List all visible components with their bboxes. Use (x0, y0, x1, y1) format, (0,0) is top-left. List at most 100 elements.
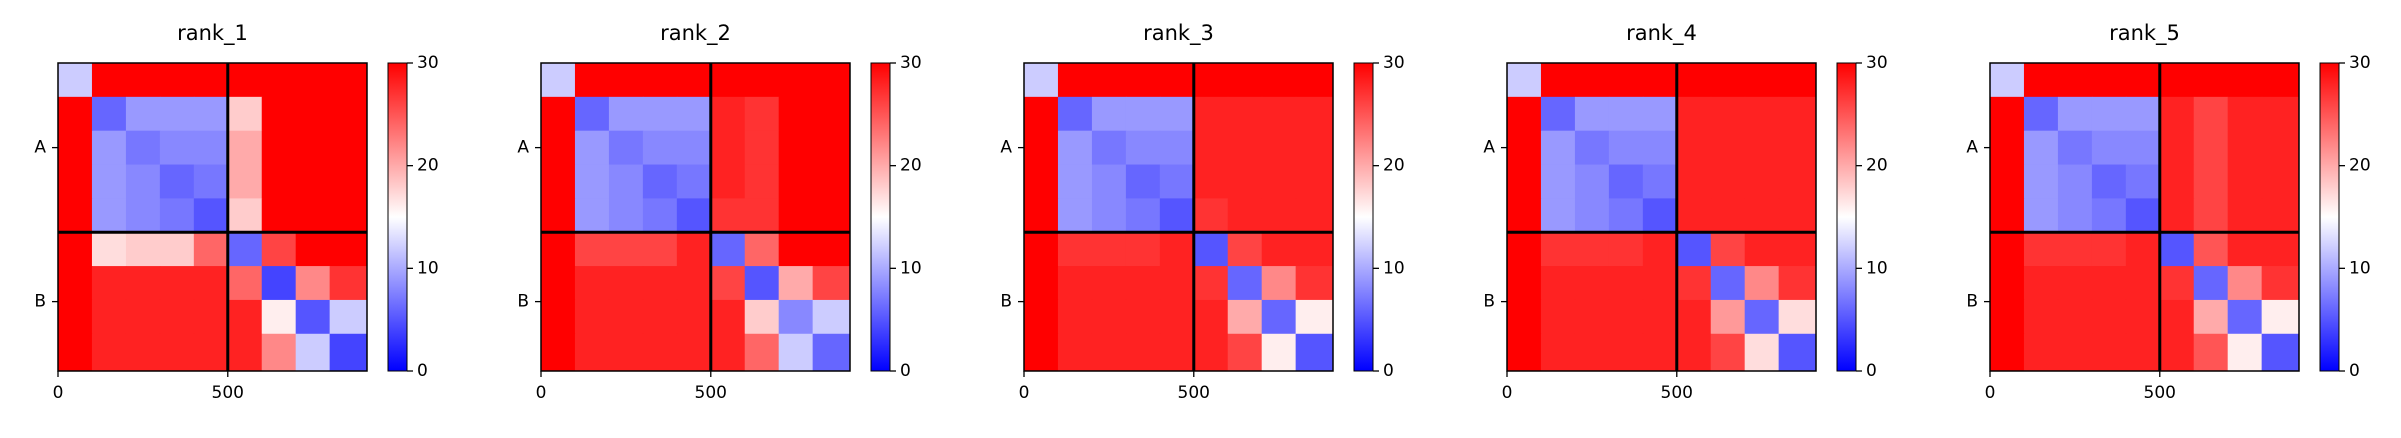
heat-cell (1990, 198, 2025, 233)
colorbar-tick-label: 30 (2349, 53, 2371, 73)
heat-cell (1295, 266, 1334, 301)
heat-cell (642, 266, 678, 301)
heat-cell (329, 232, 368, 267)
heat-cell (1193, 96, 1229, 132)
heat-cell (1159, 333, 1195, 372)
heat-cell (329, 198, 368, 233)
heat-cell (2261, 198, 2300, 233)
colorbar-tick-label: 10 (1383, 258, 1405, 278)
heat-cell (1024, 333, 1059, 372)
heat-cell (58, 333, 93, 372)
heat-cell (778, 96, 814, 132)
heat-cell (812, 299, 851, 335)
heat-cell (1507, 63, 1542, 98)
heat-cell (642, 333, 678, 372)
heat-cell (608, 198, 644, 233)
heat-cell (812, 333, 851, 372)
panel-title: rank_4 (1626, 21, 1697, 46)
heat-cell (1990, 164, 2025, 199)
heat-cell (642, 96, 678, 132)
x-tick-label: 0 (53, 383, 64, 403)
heat-cell (91, 198, 127, 233)
heat-cell (1091, 232, 1127, 267)
heat-cell (608, 232, 644, 267)
heat-cell (1193, 198, 1229, 233)
heat-cell (159, 63, 195, 98)
heat-cell (1227, 130, 1263, 166)
heat-cell (91, 299, 127, 335)
heat-cell (1193, 130, 1229, 166)
heat-cell (1057, 232, 1093, 267)
heat-cell (2159, 333, 2195, 372)
x-tick-label: 0 (1502, 383, 1513, 403)
heat-cell (1159, 130, 1195, 166)
heat-cell (1574, 164, 1610, 199)
heat-cell (58, 232, 93, 267)
heat-cell (58, 164, 93, 199)
heat-cell (1125, 232, 1161, 267)
heat-cell (1676, 232, 1712, 267)
x-tick-label: 500 (212, 383, 244, 403)
heat-cell (91, 266, 127, 301)
colorbar (1836, 62, 1857, 372)
heat-cell (1507, 96, 1542, 132)
heat-cell (1744, 333, 1780, 372)
heat-cell (2091, 130, 2127, 166)
x-tick-label: 500 (1661, 383, 1693, 403)
colorbar-tick-label: 20 (1866, 156, 1888, 176)
heat-cell (1261, 333, 1297, 372)
heat-cell (2193, 96, 2229, 132)
heat-cell (125, 299, 161, 335)
heat-cell (1024, 164, 1059, 199)
heat-cell (91, 63, 127, 98)
heat-cell (1507, 198, 1542, 233)
heat-cell (261, 232, 297, 267)
heat-cell (1091, 63, 1127, 98)
heat-cell (2193, 333, 2229, 372)
heat-cell (574, 96, 610, 132)
heat-cell (193, 63, 229, 98)
x-tick-label: 500 (695, 383, 727, 403)
heat-cell (676, 96, 712, 132)
colorbar-tick-label: 0 (2349, 361, 2360, 381)
heat-cell (778, 333, 814, 372)
heat-cell (1608, 63, 1644, 98)
y-tick-label: B (517, 292, 529, 312)
heat-cell (1193, 164, 1229, 199)
heat-cell (1744, 266, 1780, 301)
heat-cell (744, 299, 780, 335)
heat-cell (1261, 96, 1297, 132)
heat-cell (159, 232, 195, 267)
heat-cell (1574, 63, 1610, 98)
heat-cell (1159, 299, 1195, 335)
heat-cell (1507, 164, 1542, 199)
heat-cell (2023, 232, 2059, 267)
heat-cell (1608, 198, 1644, 233)
heat-cell (227, 299, 263, 335)
heat-cell (91, 164, 127, 199)
heat-cell (329, 130, 368, 166)
heat-cell (2193, 198, 2229, 233)
heat-cell (2057, 198, 2093, 233)
heat-cell (710, 232, 746, 267)
heat-cell (58, 299, 93, 335)
heat-cell (676, 198, 712, 233)
heat-cell (1710, 232, 1746, 267)
heat-cell (1193, 63, 1229, 98)
heat-cell (1057, 198, 1093, 233)
heat-cell (1642, 333, 1678, 372)
heat-cell (812, 266, 851, 301)
heat-cell (2125, 198, 2161, 233)
colorbar-tick-label: 20 (1383, 156, 1405, 176)
heat-cell (261, 333, 297, 372)
heat-cell (2091, 232, 2127, 267)
heat-cell (1676, 130, 1712, 166)
heat-cell (1057, 96, 1093, 132)
colorbar (2319, 62, 2340, 372)
heat-cell (1642, 232, 1678, 267)
heat-cell (676, 164, 712, 199)
heat-cell (2261, 96, 2300, 132)
heat-cell (2125, 63, 2161, 98)
heat-cell (227, 266, 263, 301)
colorbar-tick-label: 10 (2349, 258, 2371, 278)
